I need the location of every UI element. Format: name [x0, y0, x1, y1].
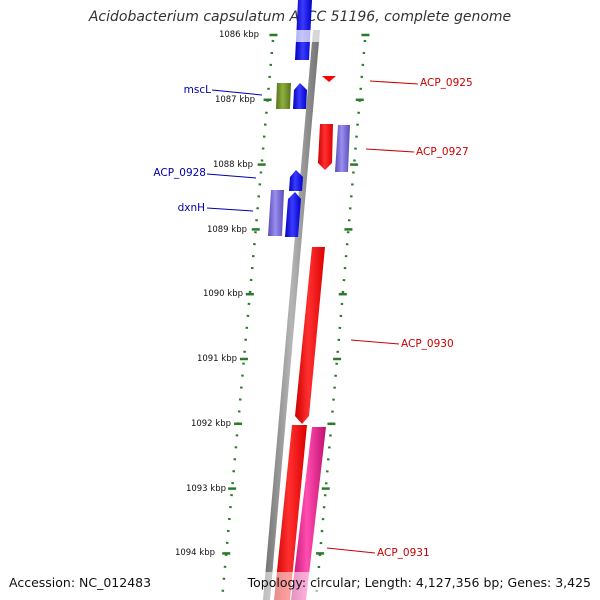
red-gene-lower: [274, 425, 307, 600]
scale-label-1094: 1094 kbp: [175, 548, 215, 558]
leader-acp0930: [350, 339, 400, 345]
scale-label-1086: 1086 kbp: [219, 30, 259, 40]
olive-gene-mscl: [276, 83, 291, 109]
leader-acp0927: [365, 148, 415, 153]
red-gene-acp0930: [295, 247, 325, 424]
scale-label-1087: 1087 kbp: [215, 95, 255, 105]
gene-label-dxnh[interactable]: dxnH: [178, 202, 205, 214]
leader-mscl: [211, 89, 263, 96]
scale-label-1091: 1091 kbp: [197, 354, 237, 364]
scale-label-1092: 1092 kbp: [191, 419, 231, 429]
blue-gene-arrow-1: [293, 83, 307, 109]
genome-summary-text: Topology: circular; Length: 4,127,356 bp…: [247, 575, 591, 590]
gene-label-acp0928[interactable]: ACP_0928: [153, 167, 206, 179]
bottom-faded-band: [255, 572, 325, 600]
scale-label-1088: 1088 kbp: [213, 160, 253, 170]
leader-acp0928: [206, 173, 257, 179]
gene-label-acp0925[interactable]: ACP_0925: [420, 77, 473, 89]
gene-label-acp0931[interactable]: ACP_0931: [377, 547, 430, 559]
scale-label-1089: 1089 kbp: [207, 225, 247, 235]
blue-gene-arrow-3: [285, 192, 301, 237]
leader-acp0931: [326, 547, 376, 554]
leader-acp0925: [369, 80, 419, 85]
purple-gene-acp0927: [335, 125, 350, 172]
scale-label-1093: 1093 kbp: [186, 484, 226, 494]
purple-gene-dxnh: [268, 190, 284, 236]
genome-backbone: [263, 30, 320, 600]
ruler-ticks: [222, 33, 370, 555]
blue-gene-arrow-2: [289, 170, 303, 191]
leader-dxnh: [206, 207, 254, 212]
right-dotted-ruler: [314, 39, 367, 600]
pink-gene-acp0931: [291, 427, 326, 600]
gene-label-mscl[interactable]: mscL: [184, 84, 211, 96]
red-gene-acp0927: [318, 124, 333, 170]
gene-label-acp0927[interactable]: ACP_0927: [416, 146, 469, 158]
accession-text: Accession: NC_012483: [9, 575, 152, 590]
gene-label-acp0930[interactable]: ACP_0930: [401, 338, 454, 350]
red-gene-acp0925: [322, 76, 336, 82]
scale-label-1090: 1090 kbp: [203, 289, 243, 299]
left-dotted-ruler: [220, 39, 275, 600]
top-faded-band: [290, 30, 322, 42]
